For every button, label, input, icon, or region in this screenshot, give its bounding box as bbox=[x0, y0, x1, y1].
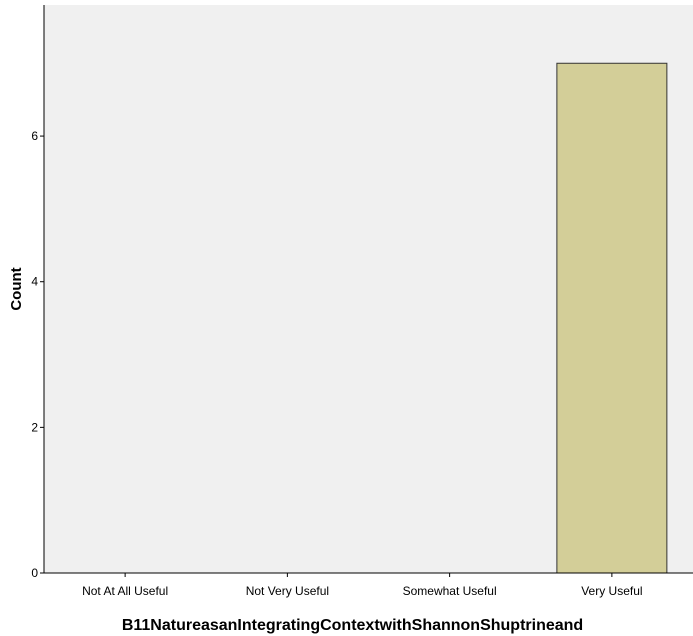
x-ticks-group: Not At All Useful Not Very Useful Somewhat… bbox=[82, 573, 643, 598]
x-tick-label: Not At All Useful bbox=[82, 584, 168, 598]
y-tick-label: 4 bbox=[31, 275, 38, 289]
bar bbox=[556, 62, 668, 574]
x-tick-label: Very Useful bbox=[581, 584, 642, 598]
y-ticks-group: 0 2 4 6 bbox=[31, 129, 44, 580]
y-tick-label: 6 bbox=[31, 129, 38, 143]
y-tick-label: 2 bbox=[31, 420, 38, 434]
y-axis-title: Count bbox=[8, 267, 25, 310]
y-tick-label: 0 bbox=[31, 566, 38, 580]
x-tick-label: Somewhat Useful bbox=[403, 584, 497, 598]
x-tick-label: Not Very Useful bbox=[246, 584, 329, 598]
axes-group bbox=[43, 5, 693, 574]
x-axis-title: B11NatureasanIntegratingContextwithShann… bbox=[122, 617, 583, 634]
bars-group bbox=[556, 62, 668, 574]
